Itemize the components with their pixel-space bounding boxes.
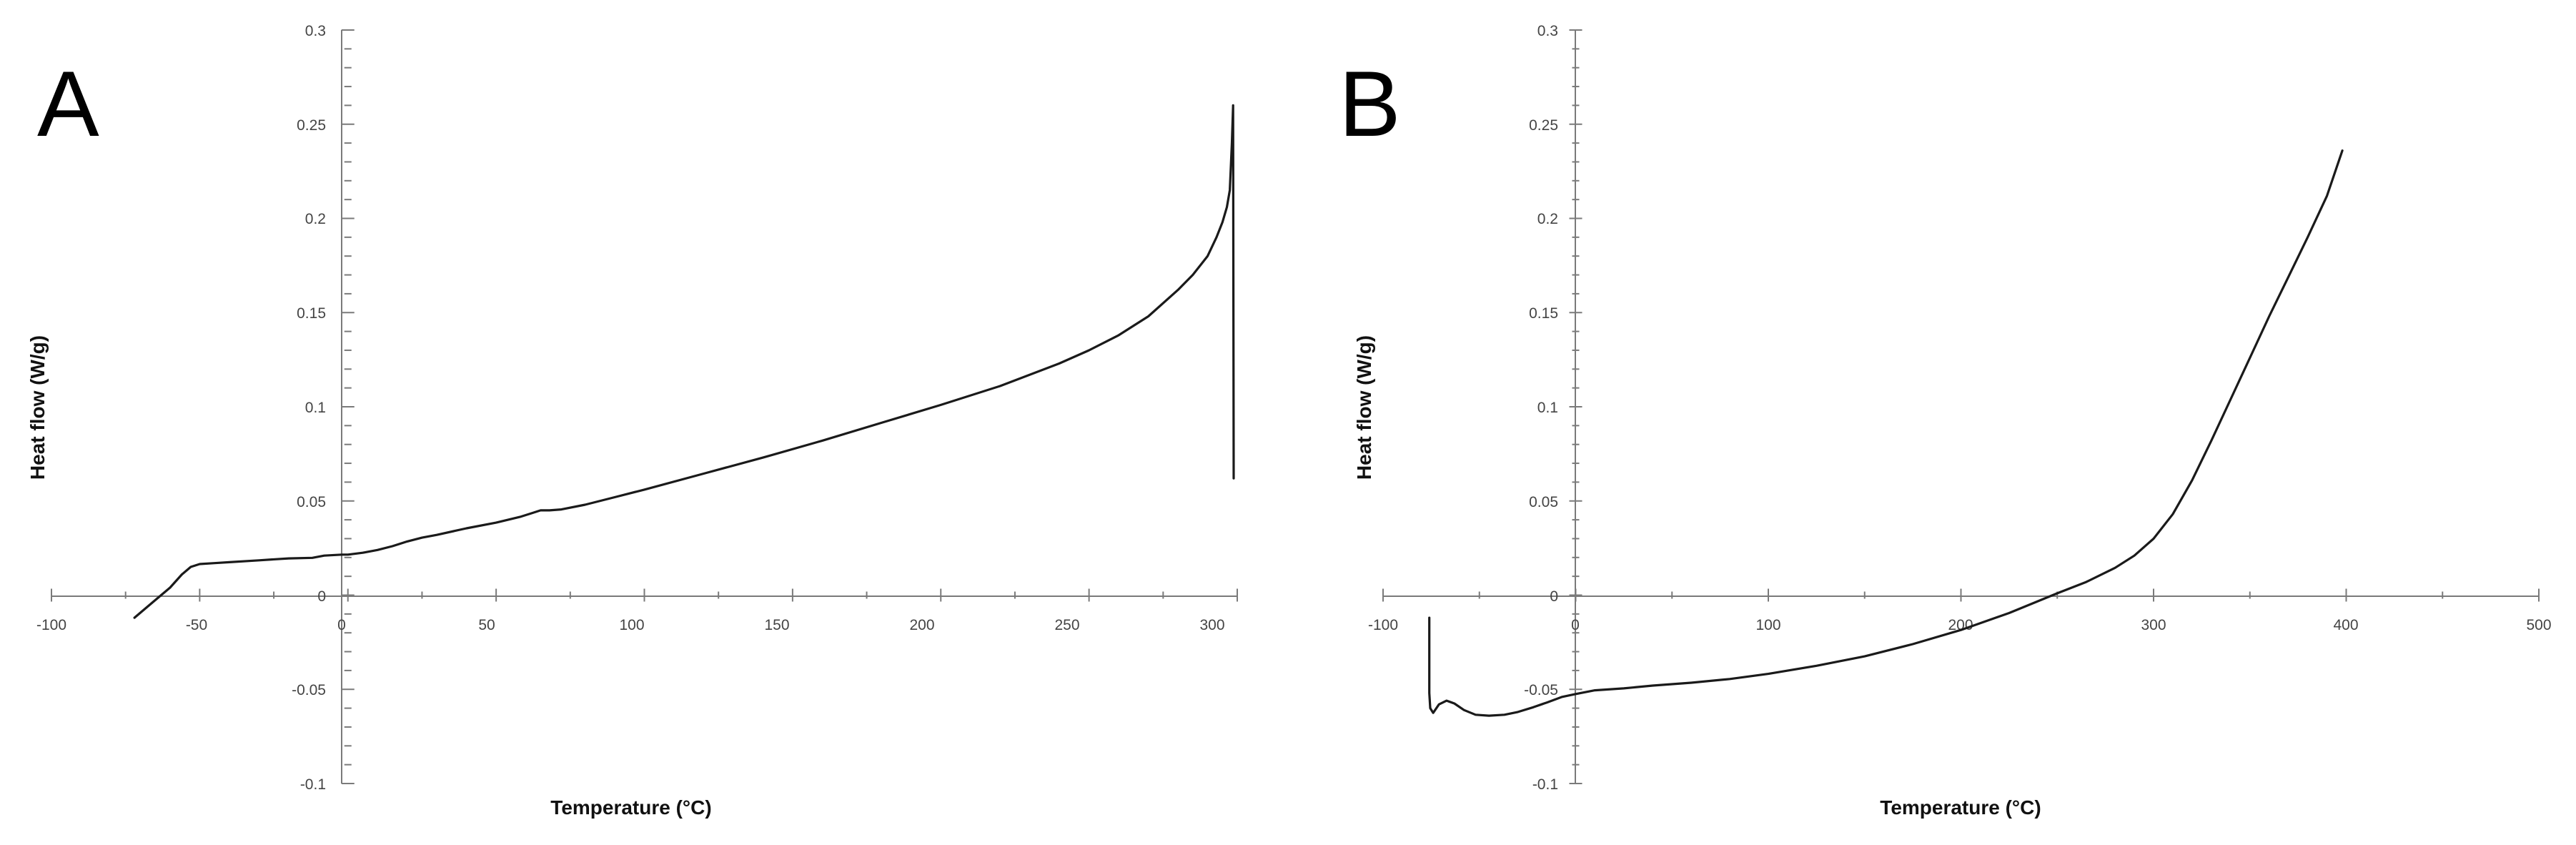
panel-b-x-tick-label: -100 <box>1368 617 1398 633</box>
panel-b-y-tick-label: -0.1 <box>1532 776 1558 793</box>
panel-a-x-tick-label: -100 <box>36 617 66 633</box>
panel-a-x-axis-title: Temperature (°C) <box>550 796 711 819</box>
panel-a-y-tick-label: 0.05 <box>297 494 326 510</box>
panel-a-axes <box>51 30 1237 784</box>
panel-b-y-tick-label: 0.3 <box>1537 23 1558 39</box>
panel-b-plot <box>1428 149 2344 717</box>
panel-a-label: A <box>37 51 99 156</box>
heat-flow-curve <box>133 104 1235 619</box>
panel-b-y-tick-labels: -0.1 -0.05 0 0.05 0.1 0.15 0.2 0.25 0.3 <box>1524 23 1558 793</box>
panel-b-y-axis-title: Heat flow (W/g) <box>1353 335 1375 480</box>
panel-a-x-tick-label: 250 <box>1054 617 1079 633</box>
panel-a-x-tick-label: 100 <box>619 617 644 633</box>
panel-a-y-tick-label: -0.05 <box>292 682 326 698</box>
panel-a-y-tick-label: 0 <box>317 588 326 605</box>
panel-a-y-tick-label: 0.25 <box>297 117 326 134</box>
panel-a-y-tick-label: 0.3 <box>305 23 326 39</box>
panel-b-x-tick-label: 200 <box>1948 617 1973 633</box>
panel-a-x-tick-marks <box>51 588 1238 602</box>
panel-b-x-axis-title: Temperature (°C) <box>1880 796 2041 819</box>
panel-a-x-tick-labels: -100 -50 0 50 100 150 200 250 300 <box>36 617 1225 633</box>
panel-b-y-tick-label: 0.25 <box>1529 117 1558 134</box>
panel-b-x-tick-label: 500 <box>2526 617 2551 633</box>
panel-a-y-axis-title: Heat flow (W/g) <box>26 335 49 480</box>
panel-a-y-tick-label: -0.1 <box>300 776 326 793</box>
panel-b-y-tick-label: 0.2 <box>1537 211 1558 227</box>
panel-a-x-tick-label: 200 <box>909 617 934 633</box>
panel-b-x-tick-label: 300 <box>2141 617 2166 633</box>
panel-a-x-tick-label: 300 <box>1199 617 1224 633</box>
panel-b-y-tick-label: 0.05 <box>1529 494 1558 510</box>
panel-a-x-tick-label: 150 <box>764 617 789 633</box>
panel-b-y-tick-marks <box>1569 29 1582 784</box>
panel-a-y-tick-label: 0.1 <box>305 400 326 416</box>
panel-b: B -100 0 100 200 300 400 500 -0.1 -0.05 … <box>1339 23 2552 819</box>
panel-b-y-tick-label: 0.1 <box>1537 400 1558 416</box>
panel-a-x-tick-label: 0 <box>337 617 346 633</box>
panel-b-x-tick-label: 400 <box>2333 617 2358 633</box>
panel-b-y-tick-label: -0.05 <box>1524 682 1558 698</box>
panel-b-x-tick-label: 100 <box>1755 617 1780 633</box>
panel-a: A -100 -50 0 50 100 150 200 250 300 -0.1… <box>26 23 1238 819</box>
panel-b-x-tick-label: 0 <box>1571 617 1580 633</box>
panel-b-x-tick-labels: -100 0 100 200 300 400 500 <box>1368 617 2552 633</box>
panel-a-x-tick-label: -50 <box>186 617 207 633</box>
panel-a-plot <box>133 104 1235 619</box>
panel-a-x-tick-label: 50 <box>478 617 495 633</box>
heat-flow-curve <box>1428 149 2344 717</box>
panel-b-y-tick-label: 0 <box>1550 588 1558 605</box>
panel-a-y-tick-label: 0.15 <box>297 305 326 322</box>
panel-b-x-tick-marks <box>1382 588 2540 602</box>
panel-b-label: B <box>1339 51 1401 156</box>
panel-a-y-tick-label: 0.2 <box>305 211 326 227</box>
panel-a-y-tick-labels: -0.1 -0.05 0 0.05 0.1 0.15 0.2 0.25 0.3 <box>292 23 326 793</box>
panel-a-y-tick-marks <box>341 29 355 784</box>
panel-b-y-tick-label: 0.15 <box>1529 305 1558 322</box>
